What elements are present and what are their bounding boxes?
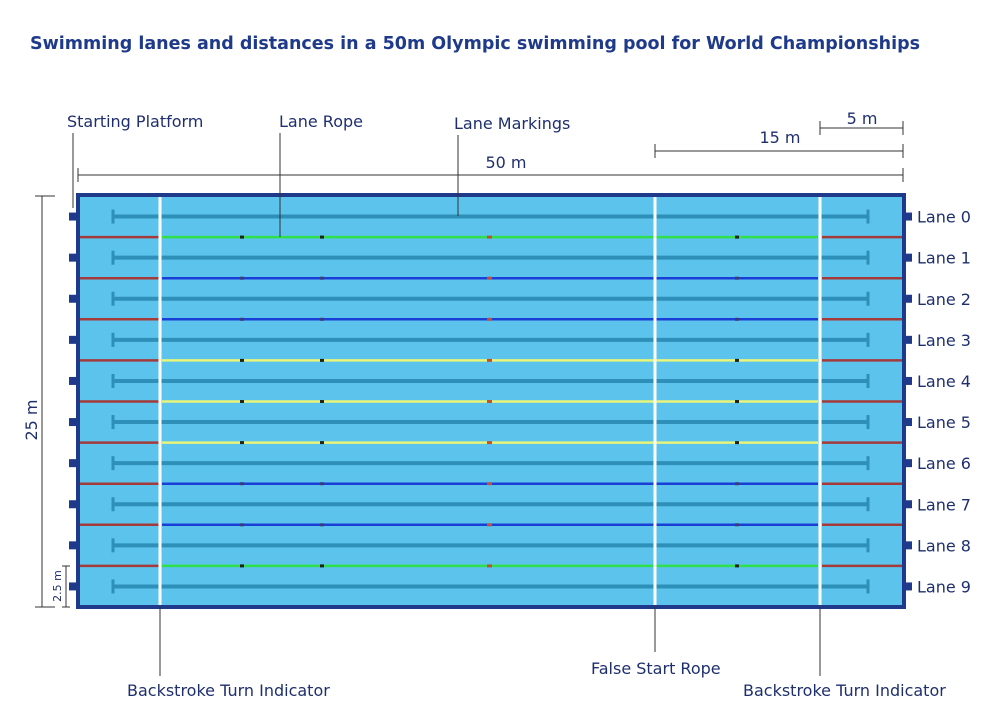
end-platform (905, 582, 912, 591)
end-platform (905, 541, 912, 550)
lane-label: Lane 4 (917, 372, 971, 391)
rope-marker (320, 400, 324, 403)
lane-label: Lane 2 (917, 290, 971, 309)
rope-marker (320, 482, 324, 486)
false-start-label: False Start Rope (591, 659, 721, 678)
width-label: 25 m (22, 399, 41, 440)
lane-rope-label: Lane Rope (279, 112, 363, 131)
lane-label: Lane 3 (917, 331, 971, 350)
rope-marker (240, 482, 244, 486)
rope-marker (240, 441, 244, 445)
starting-platform (69, 253, 77, 262)
lane-label: Lane 1 (917, 249, 971, 268)
end-platform (905, 212, 912, 221)
rope-marker (320, 276, 324, 280)
diagram-title: Swimming lanes and distances in a 50m Ol… (30, 34, 920, 54)
rope-marker (735, 276, 739, 280)
end-platform (905, 253, 912, 262)
rope-marker (735, 358, 739, 362)
rope-marker (240, 317, 244, 321)
rope-marker-center (487, 400, 492, 403)
rope-marker (320, 235, 324, 239)
rope-marker (735, 400, 739, 403)
rope-marker (320, 317, 324, 321)
false-start-distance-label: 15 m (759, 128, 800, 147)
rope-marker (240, 400, 244, 403)
rope-marker-center (487, 564, 492, 568)
lane-markings-label: Lane Markings (454, 114, 570, 133)
lane-label: Lane 9 (917, 577, 971, 596)
lane-label: Lane 5 (917, 413, 971, 432)
end-platform (905, 500, 912, 509)
end-platform (905, 376, 912, 385)
starting-platform (69, 418, 77, 427)
rope-marker-center (487, 482, 492, 486)
starting-platform (69, 335, 77, 344)
lanes-group (69, 209, 912, 594)
rope-marker (240, 235, 244, 239)
rope-marker-center (487, 358, 492, 362)
rope-marker (320, 523, 324, 527)
lane-label: Lane 8 (917, 536, 971, 555)
end-platform (905, 294, 912, 303)
end-platform (905, 459, 912, 468)
rope-marker (735, 523, 739, 527)
rope-marker (240, 358, 244, 362)
backstroke-right-label: Backstroke Turn Indicator (743, 681, 946, 700)
backstroke-left-label: Backstroke Turn Indicator (127, 681, 330, 700)
starting-platform (69, 541, 77, 550)
dimension-50m: 50 m (77, 153, 904, 182)
dimension-15m: 15 m (654, 128, 904, 158)
rope-marker-center (487, 276, 492, 280)
lane-label: Lane 7 (917, 495, 971, 514)
dimension-25m: 25 m (22, 195, 55, 608)
starting-platform (69, 459, 77, 468)
lane-label: Lane 0 (917, 208, 971, 227)
backstroke-distance-label: 5 m (847, 109, 878, 128)
lane-width-label: 2.5 m (51, 570, 64, 602)
starting-platform (69, 376, 77, 385)
rope-marker (735, 317, 739, 321)
rope-marker-center (487, 235, 492, 239)
rope-marker (240, 276, 244, 280)
dimension-2-5m: 2.5 m (51, 565, 70, 608)
rope-marker (240, 564, 244, 568)
rope-marker-center (487, 441, 492, 445)
starting-platform (69, 582, 77, 591)
end-platform (905, 335, 912, 344)
rope-marker (735, 235, 739, 239)
dimension-5m: 5 m (819, 109, 904, 135)
lane-labels: Lane 0 Lane 1 Lane 2 Lane 3 Lane 4 Lane 5 Lane… (917, 208, 971, 597)
starting-platform-label: Starting Platform (67, 112, 203, 131)
length-label: 50 m (485, 153, 526, 172)
end-platform (905, 418, 912, 427)
starting-platform (69, 294, 77, 303)
rope-marker (735, 482, 739, 486)
rope-marker (735, 564, 739, 568)
rope-marker-center (487, 523, 492, 527)
starting-platform (69, 500, 77, 509)
lane-label: Lane 6 (917, 454, 971, 473)
rope-marker-center (487, 317, 492, 321)
rope-marker (735, 441, 739, 445)
rope-marker (320, 358, 324, 362)
rope-marker (320, 564, 324, 568)
starting-platform (69, 212, 77, 221)
rope-marker (240, 523, 244, 527)
rope-marker (320, 441, 324, 445)
